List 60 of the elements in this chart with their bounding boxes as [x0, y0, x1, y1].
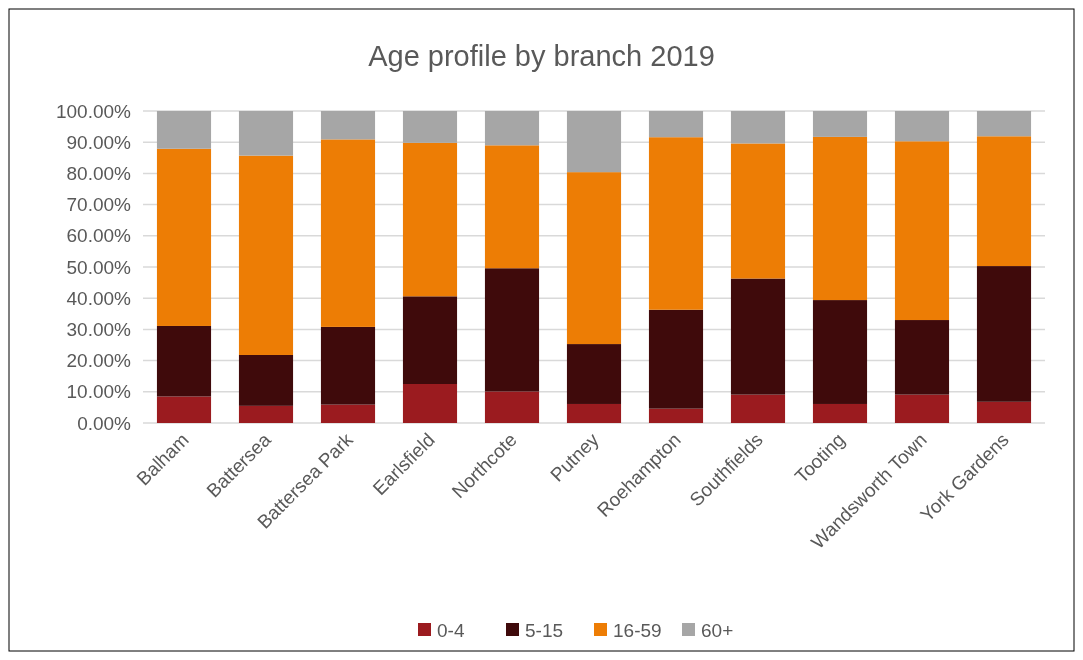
bar — [402, 384, 458, 423]
bar — [320, 111, 376, 140]
bar — [566, 403, 622, 423]
legend-label: 16-59 — [613, 619, 662, 641]
y-tick-label: 60.00% — [66, 225, 132, 247]
bar — [156, 325, 212, 397]
bar — [238, 354, 294, 406]
bar — [648, 111, 704, 138]
bar — [976, 266, 1032, 402]
y-tick-label: 40.00% — [66, 287, 132, 309]
y-tick-label: 90.00% — [66, 131, 132, 153]
bar — [566, 111, 622, 173]
y-tick-label: 50.00% — [66, 256, 132, 278]
bar — [894, 111, 950, 142]
y-tick-label: 0.00% — [77, 412, 132, 434]
bar — [320, 326, 376, 405]
bar — [730, 394, 786, 423]
bar — [812, 111, 868, 137]
bar — [812, 136, 868, 301]
bar — [238, 405, 294, 423]
bar — [156, 396, 212, 423]
bar — [402, 296, 458, 384]
bar — [894, 320, 950, 395]
bar — [730, 111, 786, 144]
bar — [976, 136, 1032, 267]
bar — [894, 141, 950, 321]
y-tick-label: 100.00% — [55, 100, 132, 122]
bar — [484, 268, 540, 392]
legend-label: 60+ — [701, 619, 734, 641]
bar — [566, 172, 622, 345]
legend-label: 5-15 — [525, 619, 564, 641]
bar — [976, 401, 1032, 423]
bar — [566, 344, 622, 404]
y-tick-label: 10.00% — [66, 381, 132, 403]
bar — [894, 394, 950, 423]
bar — [484, 145, 540, 269]
bar — [648, 137, 704, 310]
y-tick-label: 30.00% — [66, 319, 132, 341]
y-tick-label: 80.00% — [66, 163, 132, 185]
bar — [156, 111, 212, 149]
chart-title: Age profile by branch 2019 — [368, 40, 715, 72]
y-tick-label: 20.00% — [66, 350, 132, 372]
bar — [812, 300, 868, 404]
bar — [320, 404, 376, 423]
bar — [484, 111, 540, 146]
legend-label: 0-4 — [437, 619, 465, 641]
bar — [156, 148, 212, 326]
bar — [484, 391, 540, 423]
bar — [812, 403, 868, 423]
bar — [730, 143, 786, 279]
bar — [402, 111, 458, 143]
bar — [320, 139, 376, 327]
bar — [730, 278, 786, 395]
bar — [238, 155, 294, 355]
bar — [238, 111, 294, 156]
bar — [648, 408, 704, 423]
y-tick-label: 70.00% — [66, 194, 132, 216]
bar — [648, 309, 704, 409]
bar — [402, 142, 458, 297]
bar — [976, 111, 1032, 137]
